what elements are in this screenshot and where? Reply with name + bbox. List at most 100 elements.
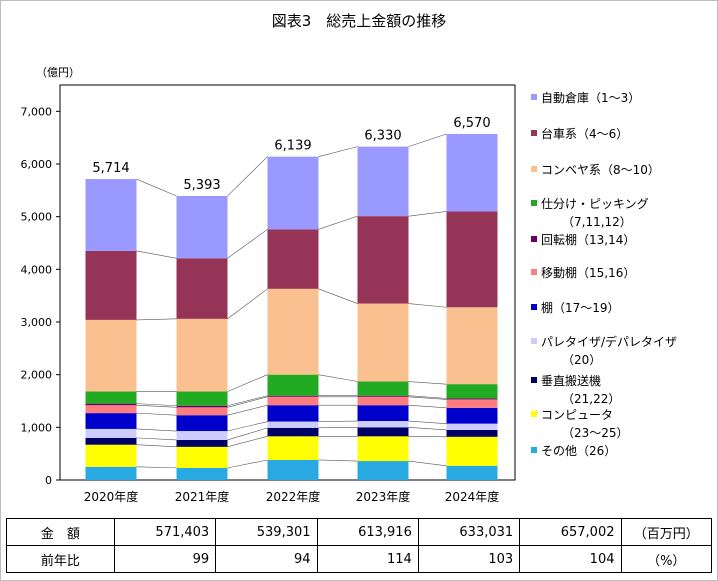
x-tick-label: 2020年度 (84, 489, 139, 504)
series-connector-line (408, 427, 447, 431)
total-label: 6,139 (274, 139, 311, 154)
legend-label: コンピュータ (541, 408, 613, 422)
legend-swatch (531, 166, 537, 172)
series-connector-line (136, 444, 177, 448)
series-connector-line (227, 404, 268, 416)
bar-segment (176, 391, 228, 406)
y-tick-label: 2,000 (21, 369, 53, 382)
table-cell: 633,031 (417, 518, 521, 546)
table-cell: 657,002 (519, 518, 622, 546)
legend-swatch (531, 236, 537, 242)
series-connector-line (318, 459, 358, 462)
table-cell: 94 (215, 545, 318, 573)
series-connector-line (408, 211, 447, 217)
total-label: 5,714 (92, 161, 129, 176)
series-connector-line (136, 318, 177, 321)
legend-swatch (531, 200, 537, 206)
bar-segment (267, 427, 319, 437)
bar-segment (267, 288, 319, 375)
legend: 自動倉庫（1～3） 台車系（4～6） コンベヤ系（8～10） 仕分け・ピッキング （7,… (531, 90, 677, 458)
table-cell: 539,301 (215, 518, 318, 546)
table-row: 金 額 571,403 539,301 613,916 633,031 657,002 （百… (6, 518, 712, 546)
bar-segment (176, 407, 228, 416)
series-connector-line (227, 395, 268, 407)
bar-segment (85, 403, 137, 406)
y-tick-label: 6,000 (21, 158, 53, 171)
bar-segment (446, 407, 498, 424)
total-label: 6,330 (364, 129, 401, 144)
series-connector-line (136, 250, 177, 259)
bar-segment (267, 374, 319, 396)
y-tick-label: 7,000 (21, 105, 53, 118)
legend-swatch (531, 94, 537, 100)
total-label: 5,393 (183, 178, 220, 193)
bar-segment (357, 216, 409, 304)
bar-segment (357, 427, 409, 437)
bar-segment (267, 396, 319, 406)
unit-cell: （%） (620, 545, 712, 573)
bar-segment (446, 398, 498, 400)
bar-segment (267, 459, 319, 480)
series-connector-line (408, 460, 447, 467)
series-connector-line (318, 215, 358, 230)
bar-segment (357, 405, 409, 422)
bar-segment (357, 146, 409, 217)
bar-segment (446, 436, 498, 466)
bar-segment (446, 429, 498, 437)
series-connector-line (408, 303, 447, 308)
y-tick-label: 5,000 (21, 211, 53, 224)
total-label: 6,570 (453, 116, 490, 131)
legend-label: 回転棚（13,14） (541, 232, 635, 247)
bar-segment (446, 307, 498, 385)
legend-label-cont: （21,22） (562, 392, 620, 406)
bars-layer (85, 133, 498, 480)
bar-segment (176, 258, 228, 319)
bar-segment (85, 428, 137, 438)
bar-segment (446, 384, 498, 399)
legend-label-cont: （23～25） (562, 426, 629, 440)
legend-label-cont: （20） (562, 353, 601, 367)
legend-label: パレタイザ/デパレタイザ (541, 334, 677, 349)
bar-segment (267, 405, 319, 422)
legend-swatch (531, 338, 537, 344)
legend-swatch (531, 447, 537, 453)
series-connector-line (227, 288, 268, 320)
bar-segment (357, 436, 409, 462)
bar-segment (85, 466, 137, 480)
legend-label: 垂直搬送機 (541, 373, 601, 388)
chart-title: 図表3 総売上金額の推移 (271, 12, 447, 30)
bar-segment (357, 396, 409, 406)
series-connector-line (227, 396, 268, 408)
legend-label: 仕分け・ピッキング (541, 197, 649, 211)
bar-segment (85, 405, 137, 414)
legend-label: 移動棚（15,16） (541, 265, 635, 280)
bar-segment (85, 250, 137, 320)
bar-segment (176, 446, 228, 468)
x-tick-label: 2022年度 (266, 489, 321, 504)
series-connector-line (408, 420, 447, 424)
series-connector-line (227, 229, 268, 259)
table-cell: 114 (316, 545, 419, 573)
bar-segment (357, 461, 409, 480)
series-connector-line (318, 427, 358, 429)
bar-segment (176, 318, 228, 392)
series-connector-line (408, 395, 447, 399)
y-axis-unit-label: （億円） (36, 66, 80, 79)
axis-layer: （億円） 0 1,000 2,000 3,000 4,000 5,000 6,000 7,000… (21, 66, 500, 504)
summary-table: 金 額 571,403 539,301 613,916 633,031 657,002 （百… (6, 518, 712, 573)
legend-swatch (531, 269, 537, 275)
x-tick-label: 2024年度 (445, 489, 500, 504)
series-connector-line (136, 437, 177, 441)
bar-segment (85, 444, 137, 467)
x-tick-label: 2021年度 (175, 489, 230, 504)
series-connector-line (408, 396, 447, 400)
bar-segment (85, 437, 137, 445)
bar-segment (85, 319, 137, 392)
bar-segment (176, 439, 228, 447)
series-connector-line (136, 428, 177, 432)
bar-segment (267, 395, 319, 397)
series-connector-line (408, 404, 447, 409)
bar-segment (446, 465, 498, 480)
series-connector-line (227, 374, 268, 392)
bar-segment (446, 133, 498, 212)
